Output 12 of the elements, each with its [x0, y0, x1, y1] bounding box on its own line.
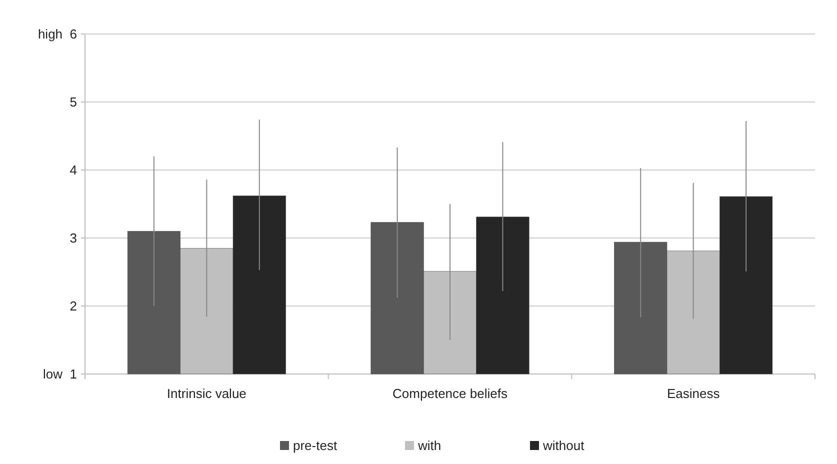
x-tick-label: Easiness	[666, 386, 720, 401]
y-tick-label: 4	[70, 162, 77, 178]
y-tick-label: 2	[70, 298, 77, 314]
y-tick-label: high 6	[38, 26, 77, 42]
y-tick-label: 5	[70, 94, 77, 110]
x-tick-label: Intrinsic value	[166, 386, 246, 401]
x-tick-label: Competence beliefs	[392, 386, 508, 401]
legend-label: without	[542, 438, 585, 453]
legend-label: pre-test	[293, 438, 338, 453]
legend-label: with	[417, 438, 442, 453]
y-tick-label: 3	[70, 230, 77, 246]
y-tick-label: low 1	[43, 366, 77, 382]
